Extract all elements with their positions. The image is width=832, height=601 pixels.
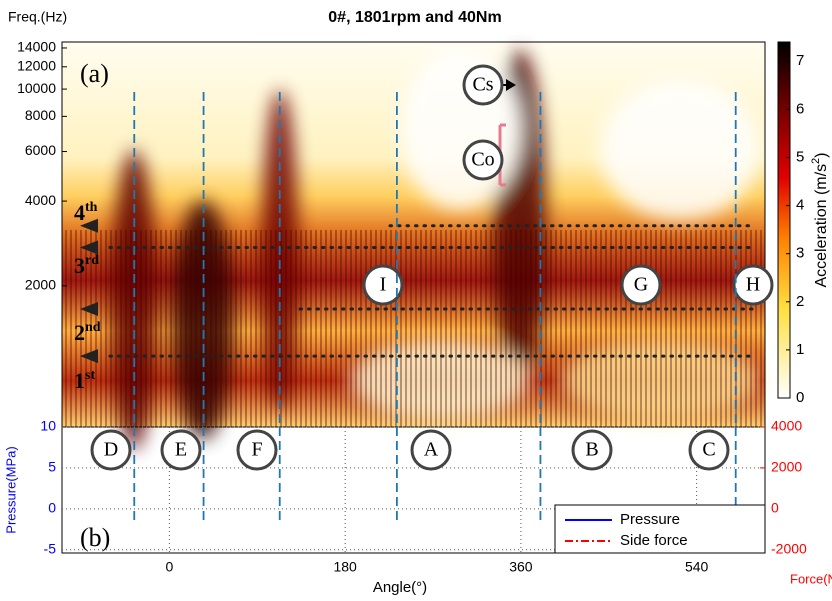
x-tick-label: 540 — [685, 559, 709, 575]
legend-label: Side force — [620, 532, 688, 549]
panel-label: (b) — [80, 523, 110, 552]
y-tick-label: 5 — [48, 459, 56, 475]
y-axis-label: Pressure(MPa) — [3, 446, 18, 533]
harmonic-label: 2nd — [74, 320, 101, 345]
annotation-label: Cs — [472, 74, 493, 96]
annotation-label: C — [702, 439, 715, 461]
y-tick-label: 2000 — [25, 277, 56, 293]
y-tick-label: 0 — [48, 500, 56, 516]
y2-axis-label: Force(N) — [790, 571, 832, 586]
y-tick-label: 14000 — [17, 39, 56, 55]
y-tick-label: -5 — [44, 540, 57, 556]
colorbar-tick-label: 2 — [796, 293, 804, 310]
legend-box — [554, 504, 766, 554]
colorbar-tick-label: 6 — [796, 100, 804, 117]
harmonic-number: 4 — [74, 200, 85, 225]
harmonic-number: 3 — [74, 253, 85, 278]
harmonic-suffix: rd — [85, 253, 99, 268]
annotation-label: Co — [471, 149, 494, 171]
colorbar-label-sup: 2 — [810, 158, 822, 164]
harmonic-label: 1st — [74, 368, 95, 393]
plot-frame-b — [61, 426, 766, 554]
y2-tick-label: 4000 — [771, 418, 802, 434]
annotation-circle — [732, 264, 774, 306]
y2-tick-label: -2000 — [771, 540, 807, 556]
harmonic-suffix: nd — [85, 320, 101, 335]
annotation-circle — [571, 429, 613, 471]
annotation-label: F — [251, 439, 262, 461]
chart-title: 0#, 1801rpm and 40Nm — [328, 9, 501, 26]
harmonic-arrow — [80, 349, 98, 364]
colorbar-label-end: ) — [813, 152, 830, 157]
y-axis-label: Freq.(Hz) — [8, 9, 67, 25]
harmonic-suffix: st — [85, 368, 95, 383]
y2-tick-label: 0 — [771, 500, 779, 516]
annotation-label: G — [634, 274, 648, 296]
annotation-circle — [362, 264, 404, 306]
harmonic-arrow — [80, 301, 98, 316]
y-tick-label: 10 — [40, 418, 56, 434]
panel-label: (a) — [80, 59, 109, 88]
colorbar-label: Acceleration (m/s2) — [810, 152, 830, 287]
colorbar-tick-label: 0 — [796, 389, 804, 406]
annotation-circle — [462, 139, 504, 181]
y-tick-label: 4000 — [25, 192, 56, 208]
y-tick-label: 6000 — [25, 142, 56, 158]
colorbar — [777, 41, 791, 399]
x-tick-label: 360 — [509, 559, 533, 575]
annotation-label: D — [104, 439, 118, 461]
annotation-circle — [688, 429, 730, 471]
colorbar-tick-label: 1 — [796, 341, 804, 358]
colorbar-tick-label: 3 — [796, 245, 804, 262]
harmonic-label: 4th — [74, 200, 98, 225]
harmonic-number: 1 — [74, 368, 85, 393]
colorbar-tick-label: 4 — [796, 197, 804, 214]
annotation-circle — [236, 429, 278, 471]
annotation-circle — [90, 429, 132, 471]
y-tick-label: 10000 — [17, 80, 56, 96]
x-tick-label: 0 — [166, 559, 174, 575]
y2-tick-label: 2000 — [771, 459, 802, 475]
spectrogram-image — [62, 42, 765, 450]
annotation-circle — [410, 429, 452, 471]
x-axis-label: Angle(°) — [373, 579, 427, 596]
harmonic-number: 2 — [74, 320, 85, 345]
colorbar-label-text: Acceleration (m/s — [813, 164, 830, 288]
colorbar-tick-label: 7 — [796, 52, 804, 69]
annotation-label: A — [424, 439, 439, 461]
annotation-circle — [160, 429, 202, 471]
annotation-circle — [620, 264, 662, 306]
y-tick-label: 12000 — [17, 58, 56, 74]
legend-label: Pressure — [620, 511, 680, 528]
harmonic-arrow — [80, 240, 98, 255]
annotation-label: E — [175, 439, 187, 461]
harmonic-label: 3rd — [74, 253, 99, 278]
colorbar-tick-label: 5 — [796, 148, 804, 165]
annotation-label: I — [380, 274, 387, 296]
harmonic-suffix: th — [85, 200, 98, 215]
y-tick-label: 8000 — [25, 107, 56, 123]
annotation-label: H — [746, 274, 760, 296]
x-tick-label: 180 — [333, 559, 357, 575]
annotation-label: B — [585, 439, 598, 461]
annotation-circle — [462, 64, 504, 106]
harmonic-arrow — [80, 218, 98, 233]
